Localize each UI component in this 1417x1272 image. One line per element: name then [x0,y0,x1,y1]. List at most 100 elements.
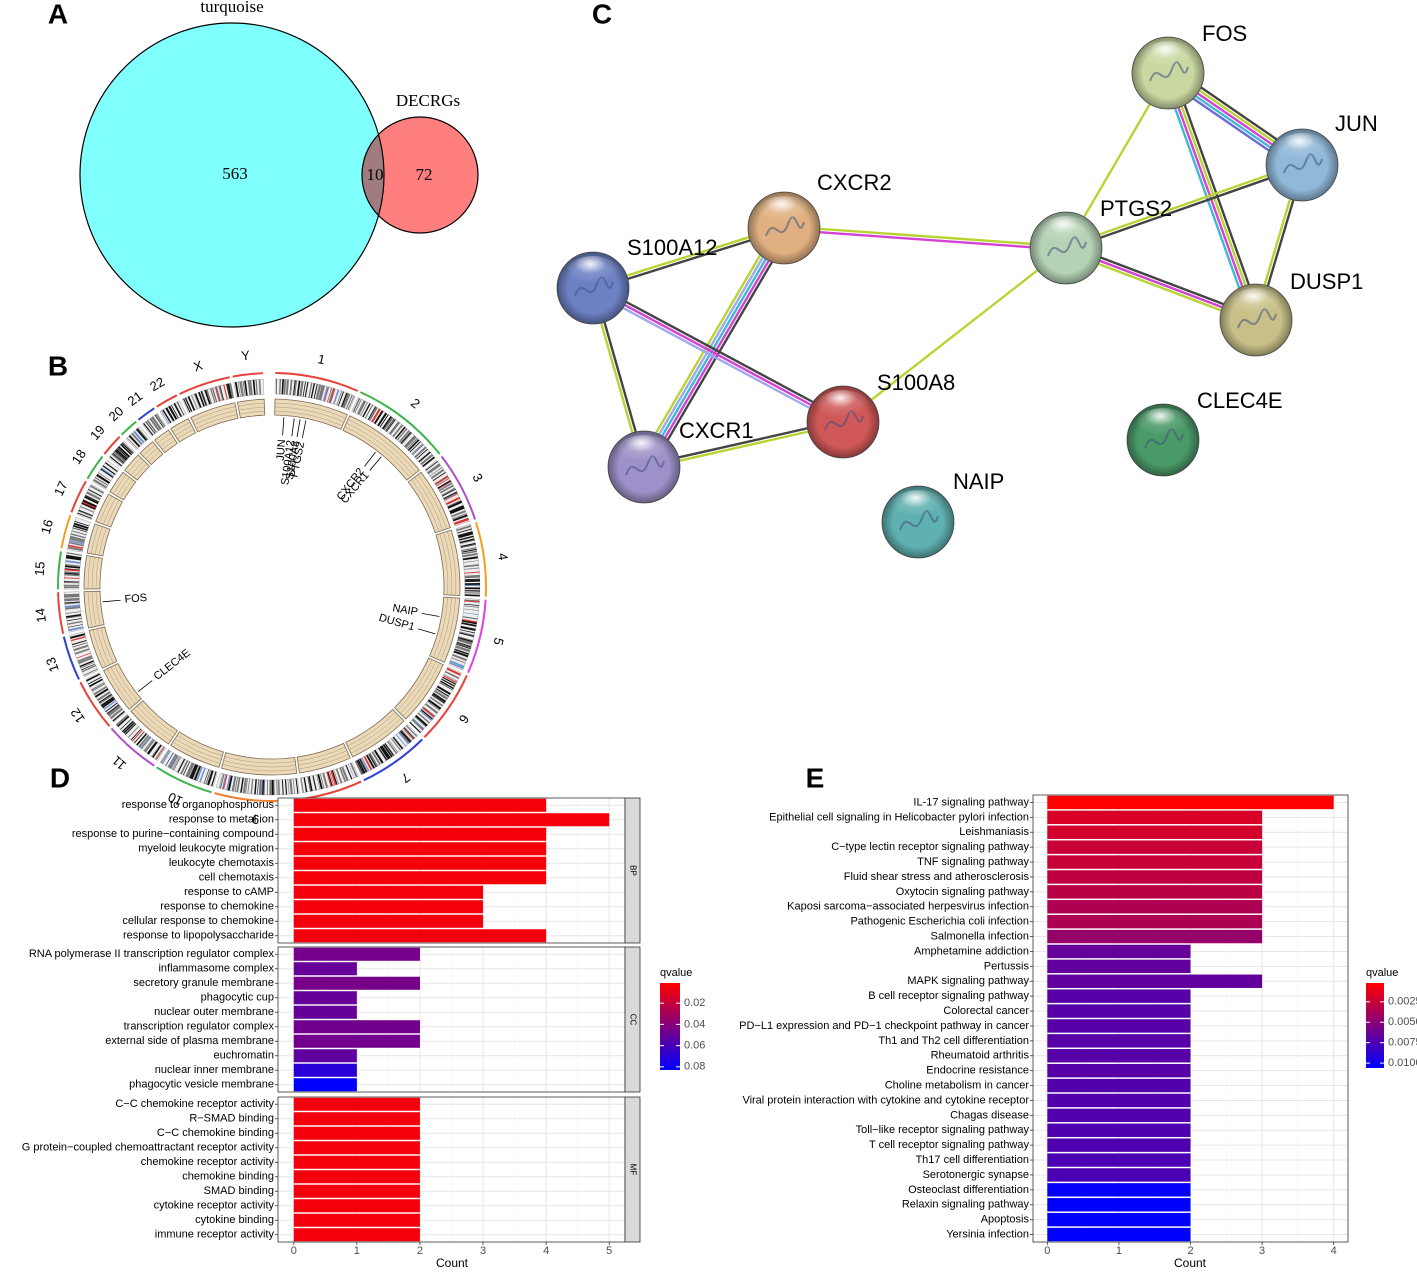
band [64,568,80,571]
band [333,389,340,405]
track-line [439,533,449,595]
band [64,571,80,574]
band [293,380,296,396]
facet-strip [624,797,641,944]
node-shine [1276,133,1328,165]
gene-leader [291,418,295,437]
band [368,406,378,421]
node-label: DUSP1 [1290,269,1363,294]
chromosome-arc [56,551,62,590]
band [160,410,170,424]
category-label: chemokine receptor activity [141,1156,275,1168]
band [377,748,387,761]
band [167,753,177,768]
track-line [174,425,193,436]
band [345,765,353,780]
bar [293,1126,420,1140]
band [152,744,162,758]
track [83,590,105,629]
track-line [347,419,417,473]
x-axis-title: Count [436,1256,469,1270]
bar [293,798,547,812]
chromosome-label: 18 [69,446,90,466]
band [409,721,421,734]
bar [293,813,610,827]
bar [1047,944,1191,959]
band [285,379,289,395]
band [219,773,225,789]
colorbar-title: qvalue [1366,967,1398,979]
band [462,552,478,558]
bar [293,929,547,943]
band [363,756,373,771]
band [422,706,436,717]
band [445,671,460,680]
band [464,600,480,603]
band [231,776,237,792]
band [461,620,477,625]
band [460,625,476,632]
x-tick-label: 0 [1044,1245,1050,1257]
bar [293,1097,420,1111]
track-line [99,495,113,523]
band [131,729,143,742]
band [420,709,434,720]
bar [293,914,484,928]
track-line [224,756,296,764]
bar [1047,1212,1191,1227]
venn-set [362,117,478,233]
band [94,688,109,698]
band [379,414,389,428]
edge [1171,70,1262,319]
track-line [145,447,158,460]
band [64,598,80,602]
bar [293,1228,420,1242]
band [354,760,364,775]
band [66,614,82,618]
colorbar-tick-label: 0.04 [684,1018,705,1030]
bar [1047,914,1263,929]
band [229,383,234,399]
band [461,548,477,553]
band [322,386,329,402]
band [64,604,80,608]
bar [1047,870,1263,884]
band [308,382,313,398]
band [427,464,441,475]
band [65,556,82,561]
band [64,586,80,589]
band [144,739,155,753]
band [461,550,478,555]
category-label: cytokine binding [195,1214,274,1226]
band [65,563,81,567]
chromosome-label: 7 [398,770,413,786]
band [64,597,80,600]
band [86,673,101,682]
band [165,407,175,422]
band [211,387,218,403]
category-label: phagocytic cup [201,992,274,1004]
chromosome-arc [70,480,87,513]
bar [1047,1153,1191,1167]
band [435,689,449,698]
band [185,762,194,777]
chromosome-label: 13 [43,655,62,674]
band [71,639,87,646]
band [352,398,361,413]
track-line [347,712,396,747]
band [143,738,154,752]
bar [1047,1138,1191,1152]
band [227,383,233,399]
track-line [239,410,265,415]
venn-label: DECRGs [396,91,460,110]
band [367,406,377,420]
gene-label: S100A12 [279,439,297,485]
band [379,746,390,760]
x-tick-label: 2 [417,1245,423,1257]
category-label: C−type lectin receptor signaling pathway [831,841,1029,853]
band [151,416,162,430]
category-label: SMAD binding [204,1185,274,1197]
band [461,547,477,552]
chromosome-arc [62,636,80,680]
category-label: Pathogenic Escherichia coli infection [850,916,1029,928]
